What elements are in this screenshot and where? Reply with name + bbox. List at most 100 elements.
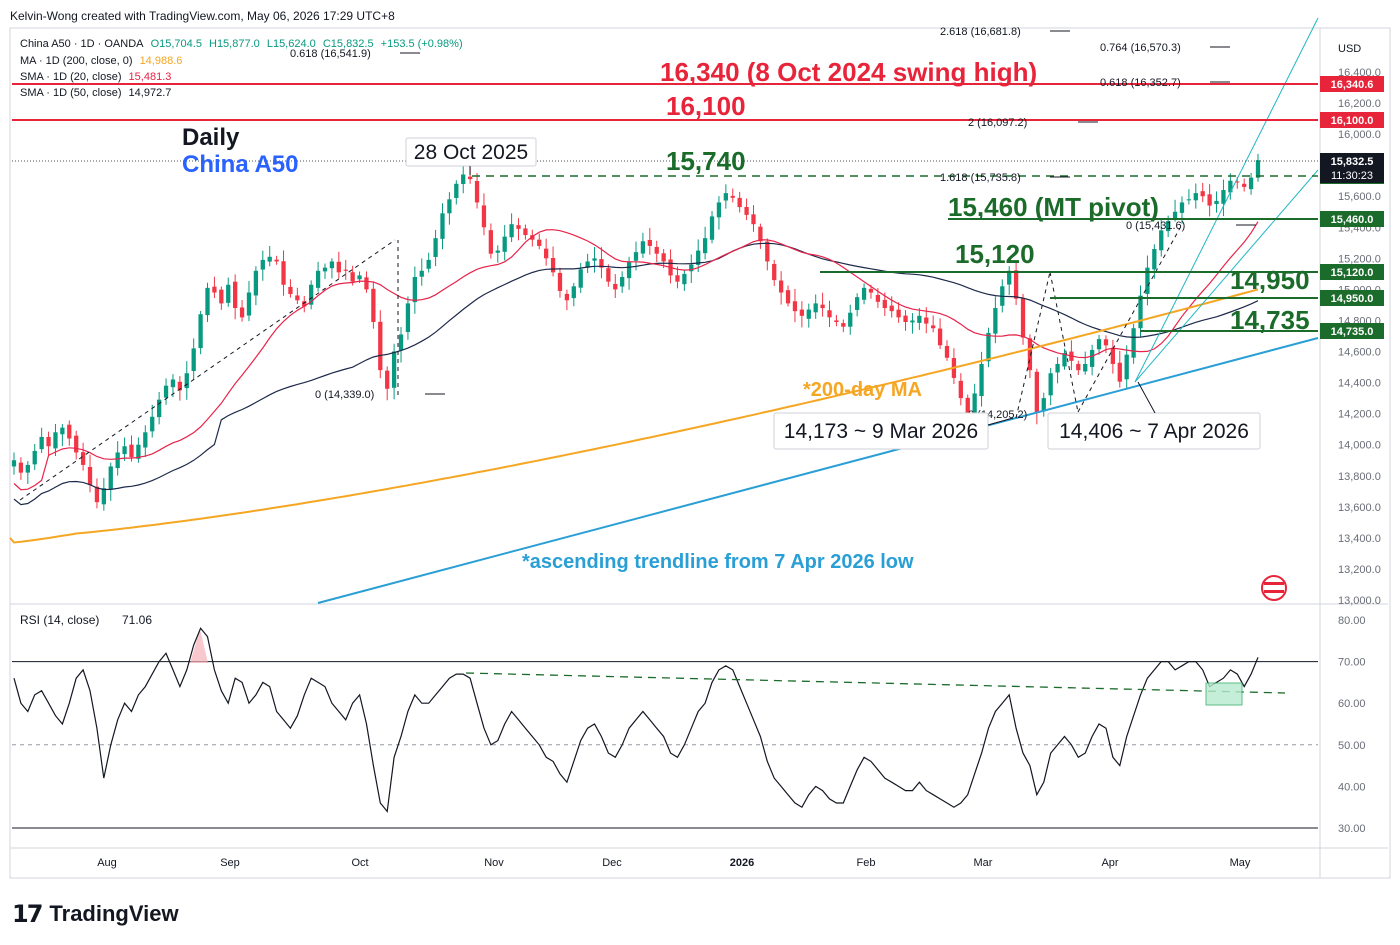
candle-body [1172, 211, 1178, 219]
candle-body [156, 399, 162, 418]
candle-body [1159, 230, 1164, 251]
candle-body [702, 238, 708, 254]
time-tick-label: Sep [220, 857, 240, 869]
candle-body [391, 351, 397, 388]
axis-tag-14950: 14,950.0 [1331, 293, 1374, 305]
ma200-line [9, 288, 1259, 544]
annotation-low1-pointer [987, 417, 1014, 426]
candle-body [53, 432, 58, 449]
legend-sma50-value: 14,972.7 [128, 87, 172, 99]
fib-label: 2.618 (16,681.8) [940, 26, 1021, 38]
axis-tag-16100: 16,100.0 [1331, 115, 1374, 127]
legend-sma20-row: SMA · 1D (20, close) 15,481.3 [20, 71, 175, 83]
candle-body [378, 321, 383, 371]
price-tick-label: 13,200.0 [1338, 564, 1381, 576]
candle-body [1145, 267, 1150, 294]
candle-body [640, 241, 646, 254]
rsi-line [13, 627, 1259, 813]
candle-body [364, 277, 369, 290]
rsi-tick-label: 70.00 [1338, 657, 1366, 669]
candle-body [557, 272, 563, 291]
candle-body [848, 312, 853, 327]
time-tick-label: May [1230, 857, 1251, 869]
candle-body [820, 304, 825, 309]
candle-body [60, 427, 65, 435]
price-tick-label: 13,800.0 [1338, 471, 1381, 483]
legend-ma200-label: MA · 1D (200, close, 0) [20, 55, 133, 67]
candle-body [336, 261, 341, 273]
candle-body [1083, 363, 1088, 372]
candle-body [163, 385, 169, 398]
candle-body [260, 259, 265, 270]
candle-body [813, 303, 818, 313]
candle-body [467, 176, 473, 180]
legend-change: +153.5 (+0.98%) [380, 38, 463, 50]
candle-body [191, 348, 196, 372]
candle-body [882, 299, 887, 309]
level-label-15740: 15,740 [666, 146, 746, 176]
fib-label: 2 (16,097.2) [968, 117, 1027, 129]
candle-body [806, 309, 811, 319]
candle-body [516, 225, 521, 229]
candle-body [1221, 190, 1226, 204]
candle-body [675, 275, 680, 282]
candle-body [861, 287, 867, 300]
candle-body [592, 258, 597, 261]
candle-body [578, 269, 583, 288]
candle-body [405, 303, 411, 333]
candle-body [979, 363, 984, 397]
candle-body [1242, 183, 1247, 187]
candle-body [1124, 354, 1129, 380]
candle-body [412, 276, 417, 303]
rsi-overbought-fill [190, 629, 208, 663]
candle-body [1207, 194, 1212, 206]
candle-body [875, 294, 881, 302]
candle-body [716, 202, 722, 218]
candle-body [509, 224, 514, 238]
candle-body [564, 293, 570, 301]
candle-body [461, 174, 466, 185]
candle-body [136, 444, 141, 459]
candle-body [205, 287, 210, 316]
candle-body [495, 250, 500, 253]
candle-body [440, 213, 445, 239]
candle-body [986, 332, 991, 362]
fib-label: 0.764 (16,570.3) [1100, 42, 1181, 54]
legend-ma200-row: MA · 1D (200, close, 0) 14,988.6 [20, 55, 186, 67]
candle-body [1186, 199, 1192, 201]
candle-body [87, 466, 93, 486]
axis-tag-bg-15120 [1320, 264, 1384, 280]
candle-body [239, 307, 245, 318]
annotation-low1: 14,173 ~ 9 Mar 2026 [784, 420, 978, 443]
time-tick-label: Aug [97, 857, 117, 869]
rsi-value: 71.06 [122, 613, 152, 627]
candle-body [1131, 328, 1136, 358]
candle-body [1007, 270, 1012, 285]
legend-sma20-value: 15,481.3 [128, 71, 172, 83]
candle-body [530, 235, 535, 240]
rsi-trendline [465, 672, 1286, 694]
tradingview-logo[interactable]: 17 TradingView [12, 900, 179, 928]
candle-body [101, 488, 106, 505]
candle-body [868, 288, 874, 293]
rsi-tick-label: 40.00 [1338, 781, 1366, 793]
ascending-trendline [317, 337, 1319, 604]
candle-body [1214, 200, 1219, 205]
candle-body [1110, 348, 1116, 364]
candle-body [903, 315, 908, 323]
last-price-tag: 15,832.5 [1331, 156, 1374, 168]
rsi-highlight-box [1205, 682, 1243, 706]
candle-body [889, 305, 894, 312]
candle-body [682, 273, 687, 285]
candle-body [772, 263, 777, 281]
rsi-tick-label: 80.00 [1338, 615, 1366, 627]
candle-body [11, 460, 17, 467]
fib-label: 0.618 (16,352.7) [1100, 77, 1181, 89]
fib-label: 1.618 (15,735.8) [940, 172, 1021, 184]
candle-body [924, 317, 929, 324]
candle-body [1152, 249, 1157, 270]
legend-high: H15,877.0 [209, 38, 260, 50]
price-tick-label: 14,200.0 [1338, 409, 1381, 421]
